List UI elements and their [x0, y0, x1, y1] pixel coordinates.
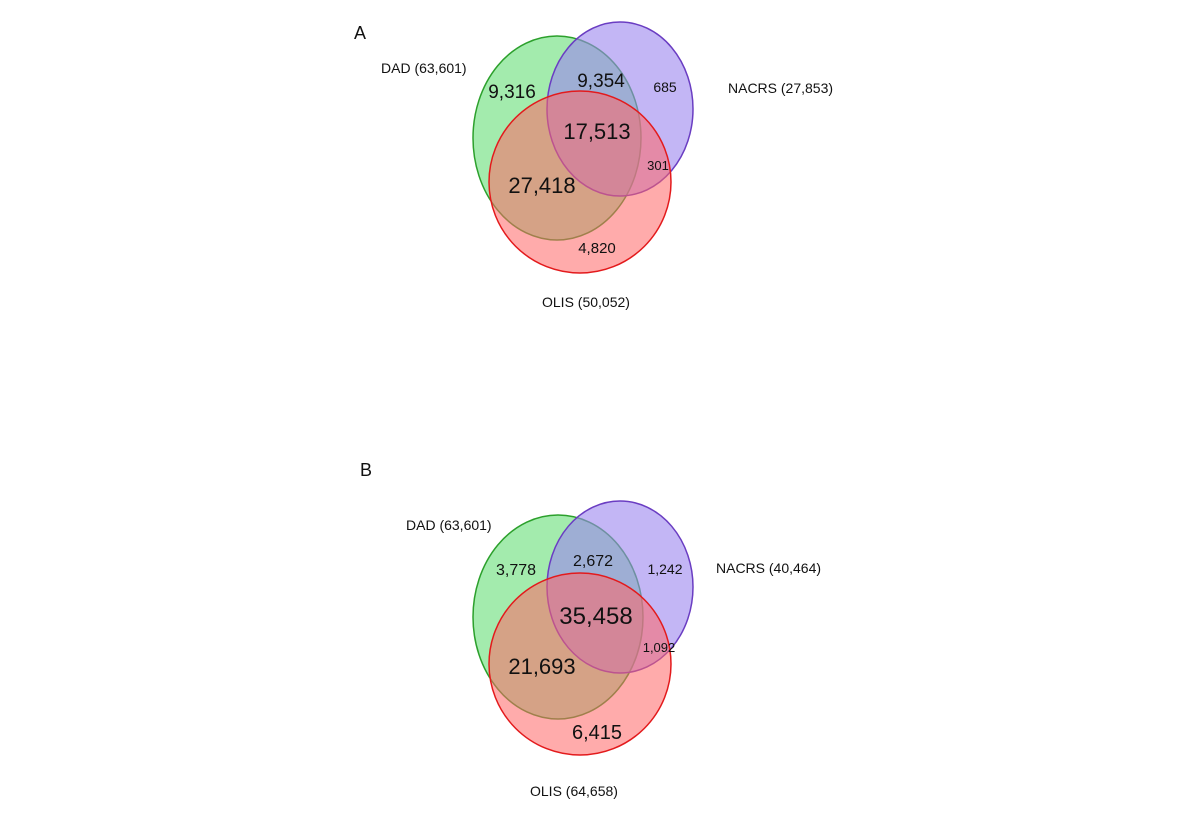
region-all-three: 35,458	[559, 603, 632, 630]
nacrs-label: NACRS (27,853)	[728, 80, 833, 96]
region-dad-only: 9,316	[488, 82, 536, 103]
region-dad-olis: 27,418	[508, 173, 575, 198]
region-dad-nacrs: 2,672	[573, 553, 613, 570]
panel-b-letter: B	[360, 460, 372, 480]
region-dad-only: 3,778	[496, 562, 536, 579]
region-nacrs-olis: 301	[647, 158, 669, 173]
olis-circle	[488, 572, 672, 756]
region-olis-only: 4,820	[578, 240, 616, 257]
nacrs-label: NACRS (40,464)	[716, 560, 821, 576]
panel-a: A DAD (63,601) NACRS (27,853) OLIS (50,0…	[354, 21, 833, 310]
region-olis-only: 6,415	[572, 722, 622, 744]
olis-label: OLIS (64,658)	[530, 783, 618, 799]
dad-label: DAD (63,601)	[406, 517, 492, 533]
olis-circle	[488, 90, 672, 274]
region-all-three: 17,513	[563, 119, 630, 144]
region-nacrs-only: 685	[653, 79, 677, 95]
region-nacrs-olis: 1,092	[643, 640, 676, 655]
region-dad-olis: 21,693	[508, 654, 575, 679]
panel-a-letter: A	[354, 23, 366, 43]
dad-label: DAD (63,601)	[381, 60, 467, 76]
region-dad-nacrs: 9,354	[577, 71, 625, 92]
region-nacrs-only: 1,242	[647, 561, 682, 577]
olis-label: OLIS (50,052)	[542, 294, 630, 310]
panel-b: B DAD (63,601) NACRS (40,464) OLIS (64,6…	[360, 460, 821, 799]
